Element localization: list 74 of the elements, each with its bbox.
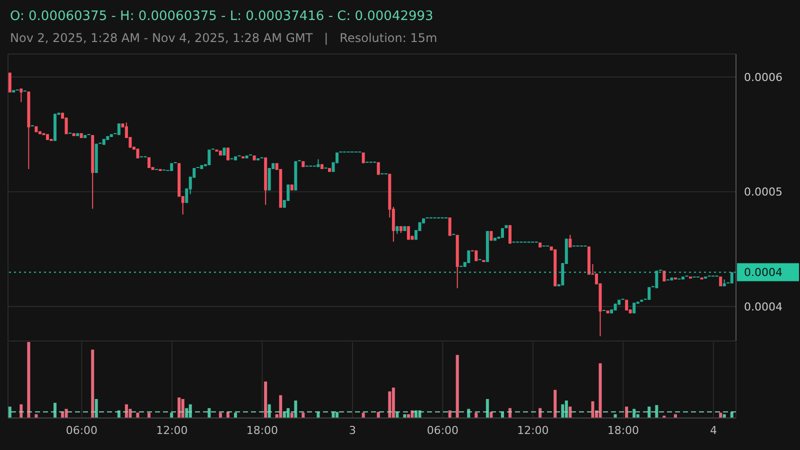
bar xyxy=(64,408,68,418)
x-tick-label: 3 xyxy=(348,424,356,437)
bar xyxy=(406,414,410,418)
bar xyxy=(302,412,305,418)
bar xyxy=(561,404,564,418)
x-tick-label: 18:00 xyxy=(607,424,640,437)
bar xyxy=(632,408,636,418)
bar xyxy=(234,412,237,418)
bar xyxy=(403,414,406,418)
bar xyxy=(185,408,188,418)
bar xyxy=(719,412,722,418)
bar xyxy=(178,397,181,418)
bar xyxy=(598,363,602,418)
x-tick-label: 12:00 xyxy=(517,424,549,437)
bar xyxy=(279,395,282,418)
bar xyxy=(286,408,290,418)
bar xyxy=(674,414,677,418)
x-tick-label: 06:00 xyxy=(66,424,98,437)
bar xyxy=(91,350,94,418)
candlestick xyxy=(226,147,230,161)
x-tick-label: 18:00 xyxy=(246,424,278,437)
candlestick xyxy=(730,272,734,284)
bar xyxy=(181,399,184,418)
candlestick xyxy=(568,234,572,248)
y-tick-label: 0.0004 xyxy=(744,300,782,314)
bar xyxy=(474,412,478,418)
bar xyxy=(218,412,222,418)
x-tick-label: 4 xyxy=(710,424,717,437)
candlestick xyxy=(208,149,211,166)
candlestick xyxy=(64,117,68,135)
x-tick-label: 06:00 xyxy=(426,424,459,437)
x-tick-label: 12:00 xyxy=(156,424,188,437)
bar xyxy=(170,412,174,418)
candlestick xyxy=(448,216,452,236)
bar xyxy=(94,399,98,418)
candlestick xyxy=(268,167,271,191)
bar xyxy=(388,391,392,418)
bar xyxy=(54,402,56,418)
chart-subtitle: Nov 2, 2025, 1:28 AM - Nov 4, 2025, 1:28 AM GMT | Resolution: 15m xyxy=(10,31,438,45)
bar xyxy=(148,412,151,418)
y-tick-label: 0.0005 xyxy=(744,186,782,199)
bar xyxy=(294,400,298,418)
chart-title: O: 0.00060375 - H: 0.00060375 - L: 0.00037416 - C: 0.00042993 xyxy=(10,9,434,24)
y-tick-label: 0.0006 xyxy=(744,70,782,84)
bar xyxy=(362,412,365,418)
bar xyxy=(392,388,395,418)
bar xyxy=(655,405,658,418)
bar xyxy=(722,414,726,418)
bar xyxy=(136,412,140,418)
candlestick xyxy=(406,226,410,240)
bar xyxy=(8,406,12,418)
bar xyxy=(208,408,211,418)
bar xyxy=(34,414,38,418)
candlestick xyxy=(136,148,140,159)
bar xyxy=(128,408,132,418)
bar xyxy=(27,342,30,418)
bar xyxy=(614,414,617,418)
bar xyxy=(264,382,268,418)
bar xyxy=(456,354,459,418)
bar xyxy=(554,390,557,418)
candlestick xyxy=(376,162,380,176)
bar xyxy=(591,401,594,418)
candlestick xyxy=(20,88,23,103)
bar xyxy=(568,406,572,418)
candlestick xyxy=(500,228,504,238)
candlestick xyxy=(655,270,658,289)
bar xyxy=(486,399,489,418)
bar xyxy=(448,410,452,418)
bar xyxy=(290,412,294,418)
candlestick xyxy=(8,72,12,93)
bar xyxy=(564,400,568,418)
bar xyxy=(648,406,651,418)
candlestick xyxy=(648,286,651,300)
bar xyxy=(625,406,628,418)
